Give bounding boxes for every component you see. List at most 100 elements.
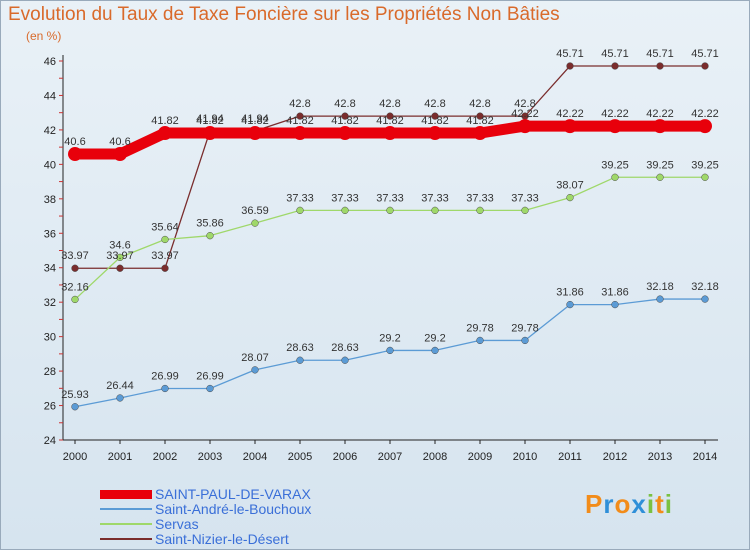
logo-letter: P (585, 489, 604, 519)
data-label: 35.64 (151, 221, 179, 233)
data-point (383, 126, 397, 141)
y-tick-label: 40 (44, 159, 56, 171)
x-tick-label: 2001 (108, 451, 132, 463)
legend-swatch (100, 538, 152, 540)
legend-label: Servas (155, 516, 199, 532)
x-tick-label: 2005 (288, 451, 312, 463)
y-axis-unit: (en %) (26, 29, 62, 43)
data-label: 41.82 (331, 115, 359, 127)
data-point (431, 112, 439, 120)
data-label: 39.25 (691, 159, 719, 171)
data-point (698, 119, 712, 134)
data-point (296, 206, 304, 215)
data-point (611, 300, 619, 309)
data-point (248, 126, 262, 141)
y-tick-label: 30 (44, 332, 56, 344)
data-point (656, 173, 664, 181)
data-label: 29.2 (379, 332, 400, 344)
data-label: 38.07 (556, 180, 584, 192)
data-point (203, 126, 217, 141)
data-label: 32.16 (61, 281, 89, 293)
data-label: 33.97 (106, 250, 134, 262)
data-label: 31.86 (601, 287, 629, 299)
data-point (386, 346, 394, 355)
data-label: 39.25 (646, 159, 674, 171)
y-tick-label: 26 (44, 401, 56, 413)
data-point (71, 403, 79, 411)
y-tick-label: 24 (44, 435, 56, 447)
chart-title: Evolution du Taux de Taxe Foncière sur l… (8, 4, 560, 25)
data-label: 42.8 (289, 98, 310, 110)
x-tick-label: 2007 (378, 451, 402, 463)
legend-item-saint-andre: Saint-André-le-Bouchoux (100, 501, 311, 517)
series-lines (68, 62, 712, 411)
data-labels: 40.6 40.641.82 41.82 41.82 41.82 41.82 41.82 41… (61, 48, 719, 401)
data-label: 29.2 (424, 332, 445, 344)
data-label: 39.25 (601, 159, 629, 171)
x-tick-label: 2011 (558, 451, 582, 463)
x-tick-label: 2014 (693, 451, 717, 463)
data-point (113, 147, 127, 162)
data-point (296, 356, 304, 364)
legend-item-saint-nizier: Saint-Nizier-le-Désert (100, 531, 289, 547)
data-point (71, 264, 79, 272)
data-label: 29.78 (466, 322, 494, 334)
legend-item-saint-paul: SAINT-PAUL-DE-VARAX (100, 486, 311, 502)
data-label: 37.33 (466, 192, 494, 204)
data-label: 26.44 (106, 380, 134, 392)
data-point (338, 126, 352, 141)
data-label: 32.18 (691, 281, 719, 293)
data-point (251, 219, 259, 227)
data-label: 40.6 (109, 136, 130, 148)
data-point (431, 206, 439, 215)
data-point (161, 235, 169, 244)
data-point (518, 119, 532, 134)
x-tick-label: 2006 (333, 451, 357, 463)
legend-swatch (100, 523, 152, 525)
axes: 24 26 28 30 32 34 36 38 40 42 44 46 2000 2001 2002 2003… (44, 55, 718, 463)
data-label: 42.22 (601, 108, 629, 120)
x-tick-label: 2003 (198, 451, 222, 463)
data-point (473, 126, 487, 141)
data-point (293, 126, 307, 141)
x-tick-label: 2012 (603, 451, 627, 463)
data-label: 33.97 (151, 250, 179, 262)
x-tick-label: 2008 (423, 451, 447, 463)
data-label: 45.71 (601, 48, 629, 60)
y-tick-label: 44 (44, 90, 56, 102)
data-label: 45.71 (691, 48, 719, 60)
data-point (161, 264, 169, 272)
data-point (68, 147, 82, 162)
data-label: 37.33 (286, 192, 314, 204)
data-label: 37.33 (421, 192, 449, 204)
data-point (206, 232, 214, 240)
data-point (296, 112, 304, 120)
data-label: 41.82 (286, 115, 314, 127)
data-label: 41.82 (241, 115, 269, 127)
logo-letter: x (631, 489, 647, 519)
data-point (251, 366, 259, 374)
data-point (656, 62, 664, 70)
logo-letter: r (603, 489, 615, 519)
legend-label: Saint-André-le-Bouchoux (155, 501, 312, 517)
data-point (701, 295, 709, 303)
data-label: 41.82 (466, 115, 494, 127)
x-tick-label: 2002 (153, 451, 177, 463)
data-label: 42.8 (469, 98, 490, 110)
logo-letter: o (614, 489, 632, 519)
data-label: 42.8 (424, 98, 445, 110)
y-tick-label: 36 (44, 228, 56, 240)
data-label: 25.93 (61, 389, 89, 401)
data-point (476, 206, 484, 215)
legend-label: SAINT-PAUL-DE-VARAX (155, 486, 311, 502)
data-label: 28.63 (331, 342, 359, 354)
data-label: 29.78 (511, 322, 539, 334)
data-point (521, 206, 529, 215)
data-point (116, 264, 124, 272)
x-tick-label: 2000 (63, 451, 87, 463)
data-label: 41.94 (196, 113, 224, 125)
data-point (386, 112, 394, 120)
data-label: 34.6 (109, 239, 130, 251)
data-label: 37.33 (331, 192, 359, 204)
